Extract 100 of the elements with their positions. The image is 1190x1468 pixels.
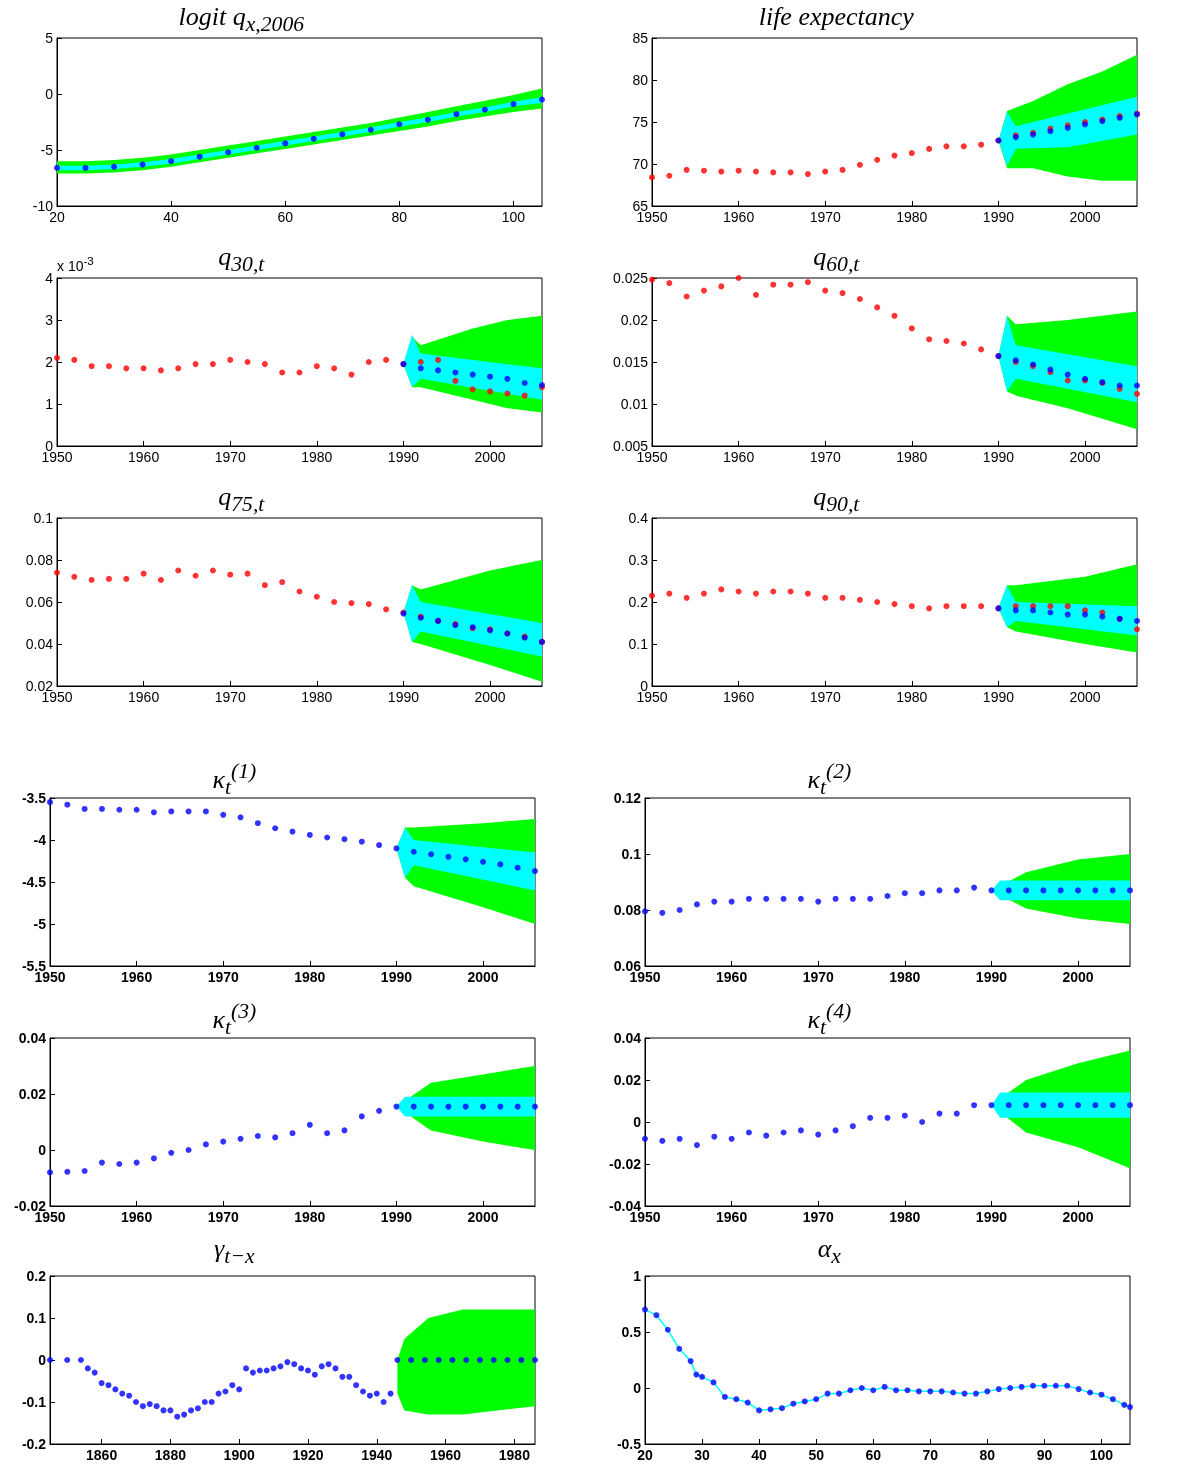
y-tick-label: 0.025: [612, 270, 649, 286]
y-tick-label: 0.04: [613, 1030, 642, 1046]
x-tick-label: 1960: [121, 1209, 153, 1225]
y-tick-label: 0: [633, 1380, 642, 1396]
y-tick-label: -0.2: [21, 1436, 47, 1452]
y-tick-label: 0.1: [33, 510, 54, 526]
x-tick-label: 1960: [723, 689, 755, 705]
x-tick-label: 60: [865, 1447, 882, 1463]
x-tick-label: 1990: [975, 1209, 1008, 1225]
x-tick-label: 1980: [498, 1447, 531, 1463]
chart-title: logit q$_{x,2006}$: [178, 2, 305, 39]
y-tick-label: 1: [633, 1268, 642, 1284]
text: x 10$^{-3}$: [57, 254, 94, 274]
chart-title: q$_{30,t}$: [218, 242, 265, 279]
x-tick-label: 1960: [723, 209, 755, 225]
y-tick-label: 0.015: [612, 354, 649, 370]
y-tick-label: 0.1: [621, 846, 642, 862]
y-tick-label: -0.5: [616, 1436, 642, 1452]
y-tick-label: 0.3: [628, 552, 649, 568]
y-tick-label: 0.12: [613, 790, 642, 806]
x-tick-label: 50: [808, 1447, 825, 1463]
x-tick-label: 1960: [128, 689, 160, 705]
x-tick-label: 1970: [207, 1209, 239, 1225]
x-tick-label: 1960: [128, 449, 160, 465]
x-tick-label: 1970: [809, 209, 841, 225]
x-tick-label: 1970: [214, 689, 246, 705]
y-tick-label: 0.06: [613, 958, 642, 974]
chart-title: α$_{x}$: [817, 1234, 841, 1271]
x-tick-label: 2000: [1069, 449, 1101, 465]
x-tick-label: 1970: [809, 449, 841, 465]
x-tick-label: 1970: [214, 449, 246, 465]
x-tick-label: 40: [163, 209, 180, 225]
x-tick-label: 2000: [1062, 969, 1094, 985]
y-tick-label: 2: [45, 354, 54, 370]
x-tick-label: 1900: [223, 1447, 255, 1463]
y-tick-label: 0: [38, 1142, 47, 1158]
x-tick-label: 1880: [154, 1447, 187, 1463]
x-tick-label: 30: [694, 1447, 711, 1463]
y-tick-label: 0: [45, 86, 54, 102]
x-tick-label: 2000: [467, 969, 499, 985]
x-tick-label: 2000: [1069, 209, 1101, 225]
y-tick-label: -0.02: [14, 1198, 47, 1214]
x-tick-label: 1960: [723, 449, 755, 465]
y-tick-label: 0: [640, 678, 649, 694]
y-tick-label: 0: [45, 438, 54, 454]
y-tick-label: -3.5: [21, 790, 47, 806]
x-tick-label: 70: [922, 1447, 939, 1463]
y-tick-label: -5: [33, 916, 47, 932]
y-tick-label: 0.06: [25, 594, 54, 610]
x-tick-label: 1990: [982, 689, 1015, 705]
y-tick-label: 5: [45, 30, 54, 46]
x-tick-label: 1990: [380, 969, 413, 985]
x-tick-label: 1960: [716, 1209, 748, 1225]
y-tick-label: 0.02: [620, 312, 649, 328]
y-tick-label: -4: [33, 832, 47, 848]
x-tick-label: 1980: [294, 969, 326, 985]
x-tick-label: 1960: [121, 969, 153, 985]
x-tick-label: 1980: [896, 689, 928, 705]
y-tick-label: 0.5: [621, 1324, 642, 1340]
x-tick-label: 2000: [467, 1209, 499, 1225]
y-tick-label: 75: [632, 114, 649, 130]
x-tick-label: 1980: [294, 1209, 326, 1225]
x-tick-label: 1980: [889, 1209, 921, 1225]
x-tick-label: 1920: [292, 1447, 324, 1463]
x-tick-label: 1990: [982, 209, 1015, 225]
x-tick-label: 1990: [975, 969, 1008, 985]
y-tick-label: 0.1: [628, 636, 649, 652]
y-tick-label: 0.04: [25, 636, 54, 652]
x-tick-label: 1860: [86, 1447, 118, 1463]
x-tick-label: 40: [751, 1447, 768, 1463]
chart-title: life expectancy: [758, 2, 914, 32]
x-tick-label: 1980: [896, 209, 928, 225]
x-tick-label: 2000: [474, 449, 506, 465]
y-tick-label: 0.4: [628, 510, 649, 526]
x-tick-label: 1990: [387, 689, 420, 705]
x-tick-label: 2000: [474, 689, 506, 705]
x-tick-label: 80: [979, 1447, 996, 1463]
y-tick-label: -4.5: [21, 874, 47, 890]
x-tick-label: 1980: [889, 969, 921, 985]
y-tick-label: 3: [45, 312, 54, 328]
y-tick-label: -5: [40, 142, 54, 158]
y-tick-label: 0.02: [18, 1086, 47, 1102]
x-tick-label: 1980: [896, 449, 928, 465]
chart-title: γ$_{t−x}$: [214, 1234, 255, 1271]
y-tick-label: 0.02: [613, 1072, 642, 1088]
y-tick-label: 0.1: [26, 1310, 47, 1326]
y-tick-label: -5.5: [21, 958, 47, 974]
y-tick-label: 0.04: [18, 1030, 47, 1046]
y-tick-label: 0: [38, 1352, 47, 1368]
y-tick-label: -0.1: [21, 1394, 47, 1410]
x-tick-label: 1990: [387, 449, 420, 465]
y-tick-label: -0.04: [609, 1198, 642, 1214]
x-tick-label: 1970: [802, 969, 834, 985]
x-tick-label: 100: [501, 209, 526, 225]
x-tick-label: 1960: [716, 969, 748, 985]
chart-title: q$_{60,t}$: [813, 242, 860, 279]
x-tick-label: 1990: [380, 1209, 413, 1225]
chart-title: q$_{75,t}$: [218, 482, 265, 519]
x-tick-label: 1990: [982, 449, 1015, 465]
y-tick-label: -0.02: [609, 1156, 642, 1172]
